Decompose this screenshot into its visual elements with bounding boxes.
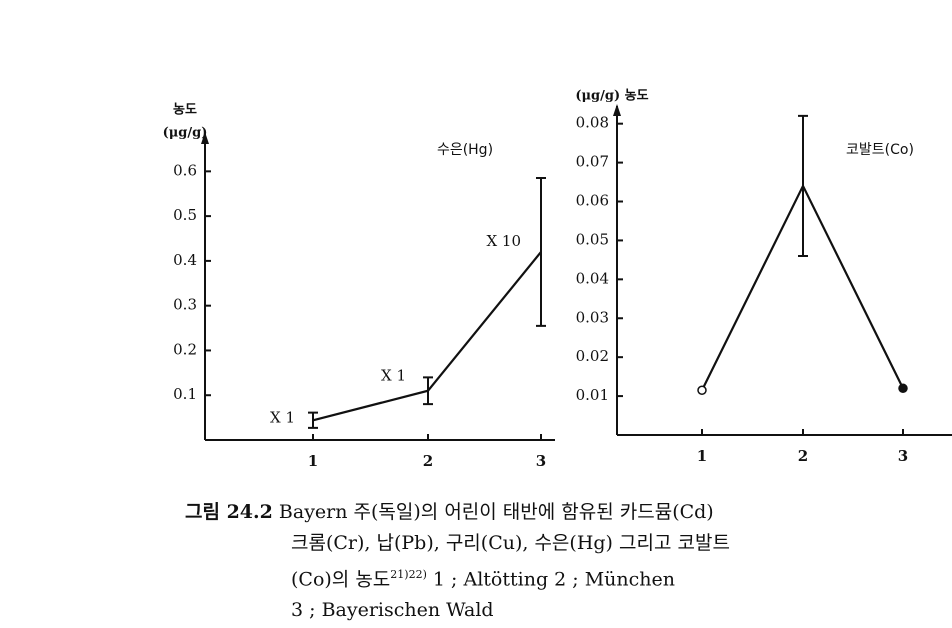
caption-line: (Co)의 농도21)22) 1 ; Altötting 2 ; München	[185, 559, 730, 595]
point-marker	[697, 385, 707, 395]
error-bar	[423, 376, 433, 406]
y-tick-label: 0.4	[173, 251, 197, 269]
x-tick-label: 2	[423, 452, 433, 470]
y-tick-label: 0.6	[173, 161, 197, 179]
y-tick-label: 0.06	[576, 192, 609, 210]
chart-title: 수은(Hg)	[437, 142, 493, 158]
y-tick-label: 0.04	[576, 269, 609, 287]
y-tick-label: 0.3	[173, 296, 197, 314]
y-tick-label: 0.03	[576, 308, 609, 326]
chart-title: 코발트(Co)	[846, 142, 914, 158]
error-bar	[798, 114, 808, 257]
caption-label: 그림 24.2	[185, 501, 273, 523]
axis-arrow	[201, 132, 209, 144]
y-tick-label: 0.1	[173, 385, 197, 403]
caption-line: 그림 24.2 Bayern 주(독일)의 어린이 태반에 함유된 카드뮴(Cd…	[185, 497, 730, 528]
point-label: X 1	[381, 367, 406, 385]
y-tick-label: 0.08	[576, 114, 609, 132]
point-label: X 1	[270, 408, 295, 426]
reference: 21)22)	[390, 568, 427, 581]
y-tick-label: 0.05	[576, 230, 609, 248]
y-axis-label: 농도	[173, 103, 197, 118]
y-tick-label: 0.01	[576, 386, 609, 404]
caption-text: 크롬(Cr), 납(Pb), 구리(Cu), 수은(Hg) 그리고 코발트	[291, 532, 730, 554]
x-tick-label: 2	[798, 447, 808, 465]
caption-text: (Co)의 농도	[291, 568, 391, 591]
caption-text: Bayern 주(독일)의 어린이 태반에 함유된 카드뮴(Cd)	[278, 501, 714, 523]
x-tick-label: 1	[308, 452, 318, 470]
error-bar	[308, 411, 318, 429]
error-bar	[536, 177, 546, 327]
y-tick-label: 0.07	[576, 153, 609, 171]
y-axis-label: (μg/g)	[163, 126, 208, 141]
x-tick-label: 1	[697, 447, 707, 465]
charts: 수은(Hg) 농도 (μg/g) 0.1 0.2 0.3 0.4 0.5 0.6 1 2 3 X 1 X …	[163, 89, 952, 470]
y-tick-label: 0.2	[173, 340, 197, 358]
y-axis-label: (μg/g) 농도	[575, 89, 648, 104]
caption-text: 3 ; Bayerischen Wald	[291, 599, 494, 622]
y-tick-label: 0.02	[576, 347, 609, 365]
point-label: X 10	[486, 232, 521, 250]
x-tick-label: 3	[898, 447, 908, 465]
x-tick-label: 3	[536, 452, 546, 470]
axis-arrow	[613, 104, 621, 116]
y-tick-label: 0.5	[173, 206, 197, 224]
caption: 그림 24.2 Bayern 주(독일)의 어린이 태반에 함유된 카드뮴(Cd…	[185, 497, 730, 626]
point-marker	[898, 383, 908, 394]
caption-text: 1 ; Altötting 2 ; München	[432, 568, 676, 591]
